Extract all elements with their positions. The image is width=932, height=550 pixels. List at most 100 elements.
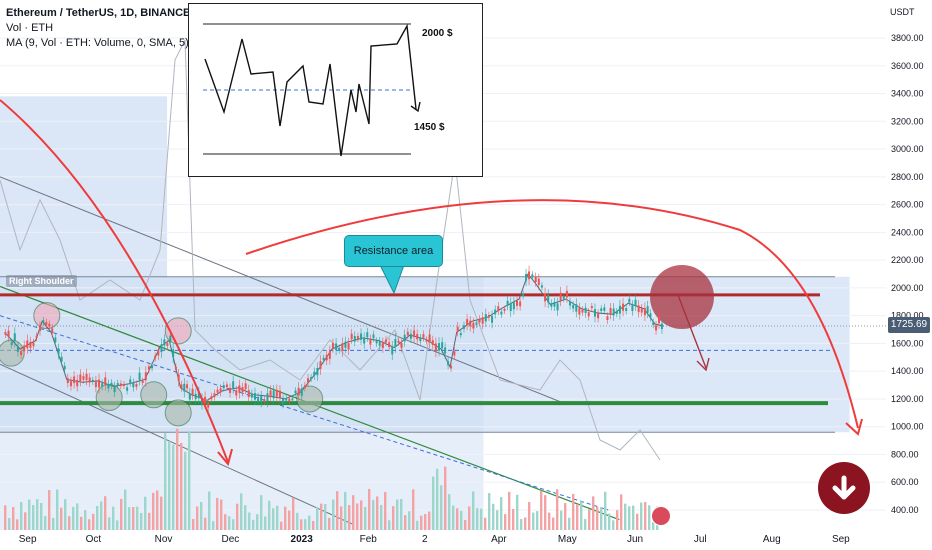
candle-body — [48, 323, 51, 327]
candle-body — [338, 347, 341, 351]
candle-body — [431, 340, 434, 345]
price-tick-label: 3000.00 — [891, 144, 924, 154]
candle-body — [584, 307, 587, 313]
candle-body — [29, 341, 32, 348]
candle-body — [335, 343, 338, 351]
price-tick-label: 2600.00 — [891, 200, 924, 210]
pattern-circle — [164, 399, 192, 427]
symbol-title[interactable]: Ethereum / TetherUS, 1D, BINANCE — [6, 7, 191, 19]
inset-arrow-head — [410, 101, 421, 113]
volume-bar — [44, 516, 47, 530]
candle-body — [649, 313, 652, 318]
candle-body — [316, 367, 319, 376]
volume-bar — [472, 491, 475, 530]
candle-body — [194, 393, 197, 400]
volume-bar — [228, 516, 231, 530]
candle-body — [119, 383, 122, 387]
price-tick-label: 1000.00 — [891, 422, 924, 432]
volume-ma-curve — [0, 39, 661, 461]
candle-body — [116, 383, 119, 386]
price-tick-label: 3200.00 — [891, 116, 924, 126]
candle-body — [600, 308, 603, 312]
candle-body — [247, 390, 250, 397]
volume-bar — [584, 519, 587, 530]
left-forecast-arc — [0, 99, 229, 463]
volume-bar — [268, 500, 271, 530]
volume-bar — [328, 517, 331, 530]
volume-bar — [288, 510, 291, 530]
candle-body — [303, 385, 306, 388]
candle-body — [444, 347, 447, 354]
candle-body — [222, 385, 225, 389]
volume-bar — [412, 489, 415, 530]
volume-bar — [444, 466, 447, 530]
candle-body — [615, 311, 618, 314]
arrow-down-icon[interactable] — [818, 462, 870, 514]
volume-bar — [600, 506, 603, 530]
volume-bar — [128, 507, 131, 530]
candle-body — [310, 377, 313, 380]
volume-bar — [260, 495, 263, 530]
candle-body — [76, 379, 79, 387]
candle-body — [141, 380, 144, 383]
candle-body — [186, 384, 189, 389]
candle-body — [575, 304, 578, 312]
time-tick-label: Feb — [360, 534, 378, 545]
candle-body — [466, 319, 469, 326]
volume-bar — [4, 505, 7, 530]
long-forecast-arrowhead — [845, 418, 863, 436]
candle-body — [7, 330, 10, 337]
resistance-area-callout[interactable]: Resistance area — [344, 235, 443, 267]
inset-pattern-box: 2000 $ 1450 $ — [188, 3, 483, 177]
volume-bar — [380, 504, 383, 530]
candle-body — [291, 398, 294, 401]
volume-bar — [104, 496, 107, 530]
candle-body — [625, 308, 628, 311]
volume-bar — [196, 506, 199, 530]
volume-bar — [8, 518, 11, 530]
volume-bar — [548, 512, 551, 530]
dashed-trend-line — [0, 315, 609, 511]
candle-body — [151, 365, 154, 369]
volume-bar — [508, 491, 511, 530]
volume-indicator-label[interactable]: Vol · ETH — [6, 22, 54, 34]
candle-body — [462, 325, 465, 329]
candle-body — [590, 306, 593, 309]
ma-indicator-label[interactable]: MA (9, Vol · ETH: Volume, 0, SMA, 5) — [6, 37, 189, 49]
volume-bars — [4, 428, 659, 530]
candle-body — [381, 342, 384, 349]
candle-body — [606, 316, 609, 321]
candle-body — [537, 278, 540, 285]
candle-body — [637, 305, 640, 313]
time-tick-label: 2 — [422, 534, 428, 545]
candle-body — [278, 390, 281, 398]
candle-body — [622, 303, 625, 311]
volume-bar — [640, 502, 643, 530]
time-tick-label: Jul — [694, 534, 707, 545]
candle-body — [10, 342, 13, 346]
candle-body — [525, 274, 528, 281]
drawings — [0, 39, 828, 525]
time-tick-label: May — [558, 534, 577, 545]
volume-bar — [504, 514, 507, 530]
long-forecast-arc — [245, 199, 859, 429]
candle-body — [38, 325, 41, 332]
candle-body — [307, 378, 310, 383]
volume-bar — [652, 521, 655, 530]
candle-body — [225, 384, 228, 388]
pattern-circle — [95, 384, 123, 412]
volume-bar — [220, 499, 223, 530]
price-axis[interactable]: 400.00 600.00 800.00 1000.00 1200.00 1400.00 1… — [891, 33, 924, 515]
right-shoulder-label: Right Shoulder — [6, 275, 77, 287]
candle-body — [147, 366, 150, 370]
candle-body — [612, 308, 615, 316]
volume-bar — [564, 503, 567, 530]
time-axis[interactable]: Sep Oct Nov Dec 2023 Feb 2 Apr May Jun Jul Aug Sep — [19, 534, 850, 545]
volume-bar — [620, 494, 623, 530]
volume-bar — [60, 507, 63, 530]
candle-body — [540, 285, 543, 288]
candle-body — [559, 292, 562, 301]
us-flag-icon[interactable] — [651, 506, 671, 526]
